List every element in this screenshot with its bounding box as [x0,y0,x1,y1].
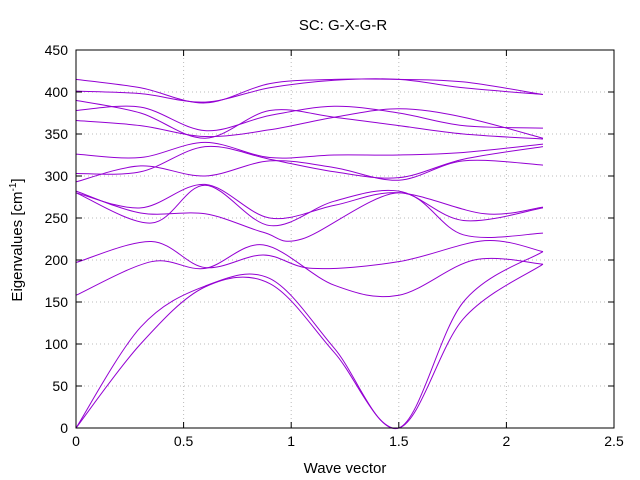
series-line-14 [75,78,544,103]
series-line-12 [75,105,543,132]
x-tick-label: 0 [72,433,80,449]
plot-frame [75,49,615,429]
grid [76,50,614,428]
series-line-9 [75,145,544,179]
x-tick-label: 0.5 [174,433,194,449]
series-line-6 [75,184,544,227]
y-tick-label: 400 [45,84,69,100]
y-tick-label: 50 [52,378,68,394]
y-tick-label: 450 [45,42,69,58]
y-tick-label: 0 [60,420,68,436]
y-axis-label-sup: -1 [8,182,19,191]
y-axis-label: Eigenvalues [cm-1] [8,178,26,301]
y-tick-label: 250 [45,210,69,226]
y-axis-label-end: ] [9,178,26,182]
series-line-2 [75,251,544,430]
series-line-5 [75,190,543,242]
chart-title: SC: G-X-G-R [299,17,387,34]
y-tick-label: 150 [45,294,69,310]
x-tick-label: 2 [503,433,511,449]
series-line-8 [75,159,544,183]
series-group [75,78,544,430]
series-line-15 [75,78,544,104]
y-axis-label-main: Eigenvalues [cm [9,192,26,302]
y-tick-label: 200 [45,252,69,268]
y-tick-label: 350 [45,126,69,142]
x-axis-label: Wave vector [304,460,387,477]
series-line-10 [75,141,544,159]
series-line-11 [75,108,544,139]
y-tick-label: 300 [45,168,69,184]
x-tick-label: 1.5 [389,433,409,449]
x-tick-label: 1 [287,433,295,449]
series-line-3 [75,244,544,298]
series-line-7 [75,183,544,220]
series-line-13 [75,99,544,140]
y-tick-label: 100 [45,336,69,352]
series-line-4 [75,240,544,270]
series-line-1 [75,263,544,429]
x-tick-label: 2.5 [604,433,624,449]
ticks: 0 0.5 1 1.5 2 2.5 0 50 100 150 200 250 300 350 400 450 [45,42,624,449]
